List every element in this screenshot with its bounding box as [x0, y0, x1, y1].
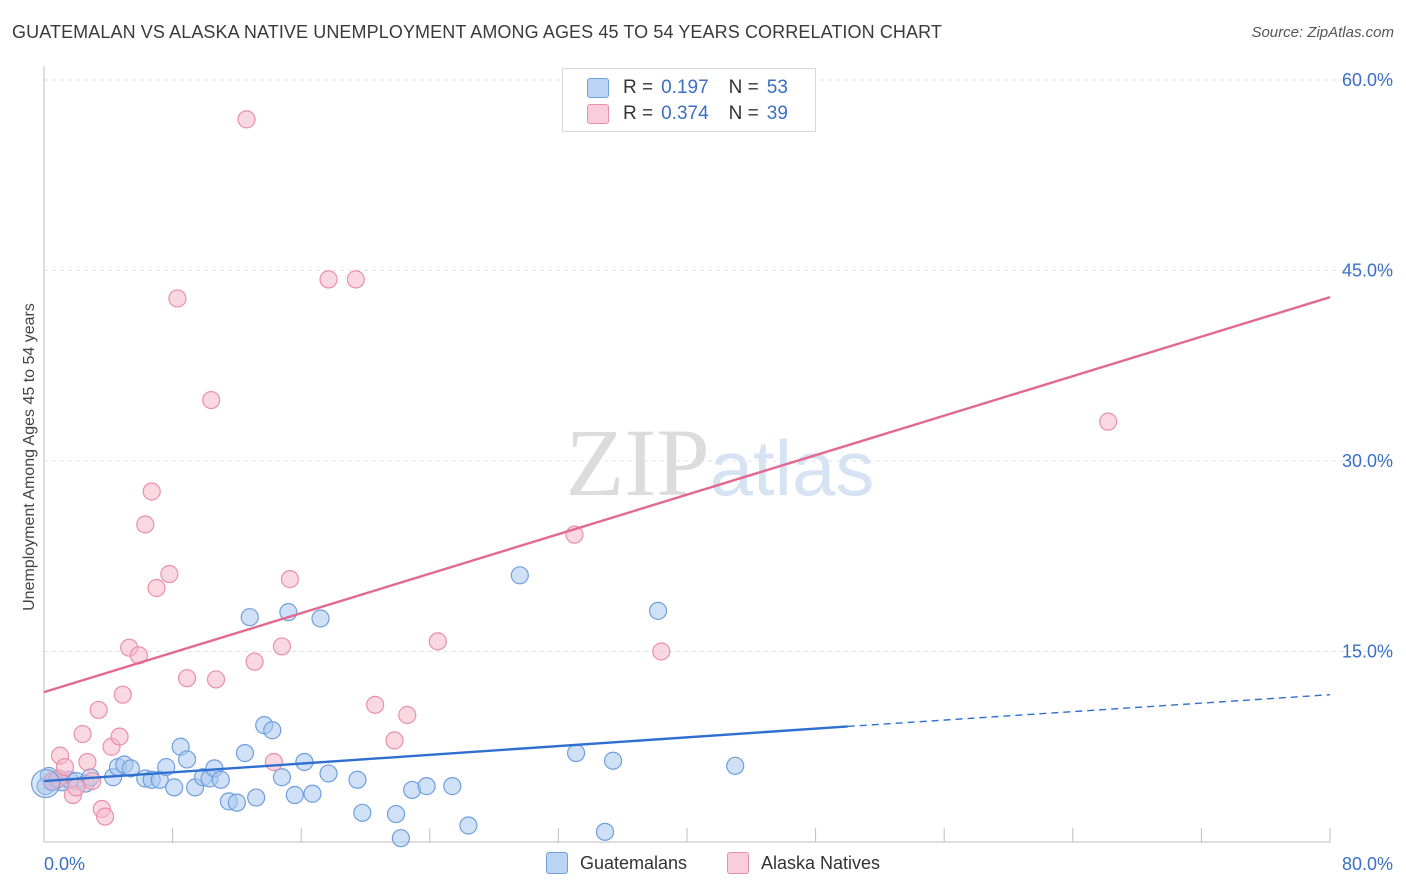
- watermark-atlas: atlas: [710, 424, 875, 512]
- alaska-native-point: [83, 771, 102, 791]
- chart-title: GUATEMALAN VS ALASKA NATIVE UNEMPLOYMENT…: [12, 22, 943, 42]
- alaska-native-point: [73, 724, 92, 744]
- n-label: N =: [728, 77, 759, 98]
- guatemalan-point: [303, 784, 322, 803]
- alaska-native-point: [142, 482, 161, 501]
- alaska-native-point: [1099, 412, 1118, 431]
- legend-row-alaska-natives: R = 0.374 N = 39: [587, 102, 788, 126]
- alaska-native-point: [95, 807, 115, 826]
- guatemalan-point: [648, 601, 668, 620]
- y-tick-label: 30.0%: [1342, 451, 1393, 471]
- trend-lines: [43, 296, 1331, 783]
- pink-swatch-icon: [587, 104, 609, 124]
- alaska-native-point: [398, 705, 417, 725]
- legend-item-alaska-natives[interactable]: Alaska Natives: [727, 852, 880, 874]
- pink-swatch-icon: [727, 852, 749, 874]
- guatemalan-point: [510, 566, 529, 585]
- blue-swatch-icon: [587, 78, 609, 98]
- alaska-native-point: [385, 731, 404, 750]
- guatemalan-point: [459, 816, 478, 835]
- guatemalan-trend-line: [43, 725, 848, 783]
- axes: [43, 66, 1331, 843]
- guatemalan-point: [235, 743, 255, 763]
- guatemalan-point: [386, 804, 406, 824]
- guatemalan-point: [31, 768, 61, 799]
- y-tick-label: 45.0%: [1342, 261, 1393, 281]
- series-legend: Guatemalans Alaska Natives: [0, 850, 1406, 878]
- guatemalan-point: [211, 770, 230, 789]
- guatemalan-point: [272, 768, 292, 787]
- guatemalan-point: [603, 751, 623, 770]
- guatemalan-point: [227, 793, 246, 812]
- alaska-native-point: [206, 670, 226, 689]
- n-value: 39: [766, 103, 788, 124]
- watermark-zip: ZIP: [566, 409, 710, 516]
- alaska-native-point: [110, 727, 129, 746]
- alaska-native-point: [168, 289, 187, 308]
- alaska-native-point: [366, 695, 385, 714]
- r-value: 0.197: [661, 77, 709, 98]
- alaska-native-point: [428, 632, 447, 651]
- r-label: R =: [623, 103, 654, 124]
- tick-labels: 15.0% 30.0% 45.0% 60.0% 0.0% 80.0%: [44, 70, 1393, 874]
- alaska-native-point: [177, 669, 197, 688]
- legend-label: Guatemalans: [580, 852, 688, 873]
- alaska-native-point: [78, 752, 97, 772]
- guatemalan-point: [247, 788, 266, 807]
- alaska-native-point: [652, 642, 671, 661]
- alaska-native-point: [346, 270, 365, 289]
- guatemalan-point: [121, 759, 140, 778]
- x-tick-label: 0.0%: [44, 854, 85, 874]
- guatemalan-point: [726, 756, 745, 775]
- data-points: [31, 110, 1118, 848]
- alaska-native-point: [264, 752, 283, 772]
- x-tick-label: 80.0%: [1342, 854, 1393, 874]
- guatemalan-point: [165, 778, 184, 797]
- guatemalan-point: [348, 770, 367, 789]
- n-label: N =: [728, 103, 759, 124]
- alaska-native-trend-line: [43, 296, 1331, 694]
- alaska-native-point: [147, 578, 166, 598]
- correlation-legend: R = 0.197 N = 53 R = 0.374 N = 39: [562, 68, 816, 132]
- alaska-native-point: [237, 110, 256, 129]
- y-tick-label: 15.0%: [1342, 642, 1393, 662]
- alaska-native-point: [272, 637, 292, 656]
- legend-row-guatemalans: R = 0.197 N = 53: [587, 76, 788, 100]
- alaska-native-point: [136, 515, 155, 534]
- alaska-native-point: [89, 700, 108, 720]
- y-tick-label: 60.0%: [1342, 70, 1393, 90]
- n-value: 53: [766, 77, 788, 98]
- legend-item-guatemalans[interactable]: Guatemalans: [546, 852, 687, 874]
- guatemalan-point: [595, 822, 615, 841]
- alaska-native-point: [55, 757, 74, 777]
- alaska-native-point: [319, 270, 338, 289]
- guatemalan-point: [263, 721, 282, 740]
- blue-swatch-icon: [546, 852, 568, 874]
- guatemalan-point: [319, 764, 338, 783]
- guatemalan-trend-extension: [847, 693, 1331, 728]
- guatemalan-point: [391, 829, 410, 848]
- guatemalan-point: [353, 803, 372, 822]
- legend-label: Alaska Natives: [761, 852, 881, 873]
- guatemalan-point: [240, 608, 259, 627]
- guatemalan-point: [417, 777, 436, 796]
- alaska-native-point: [202, 390, 221, 410]
- alaska-native-point: [245, 652, 264, 671]
- guatemalan-point: [311, 609, 330, 628]
- guatemalan-point: [285, 785, 304, 805]
- watermark: ZIPatlas: [566, 409, 875, 516]
- guatemalan-point: [443, 777, 462, 796]
- guatemalan-point: [177, 750, 197, 769]
- r-label: R =: [623, 77, 654, 98]
- gridlines: [44, 79, 1392, 652]
- alaska-native-point: [160, 564, 179, 584]
- alaska-native-point: [67, 778, 86, 797]
- guatemalan-point: [566, 743, 586, 763]
- alaska-native-point: [113, 685, 132, 704]
- r-value: 0.374: [661, 103, 709, 124]
- alaska-native-point: [280, 570, 300, 589]
- source-credit: Source: ZipAtlas.com: [1251, 24, 1394, 41]
